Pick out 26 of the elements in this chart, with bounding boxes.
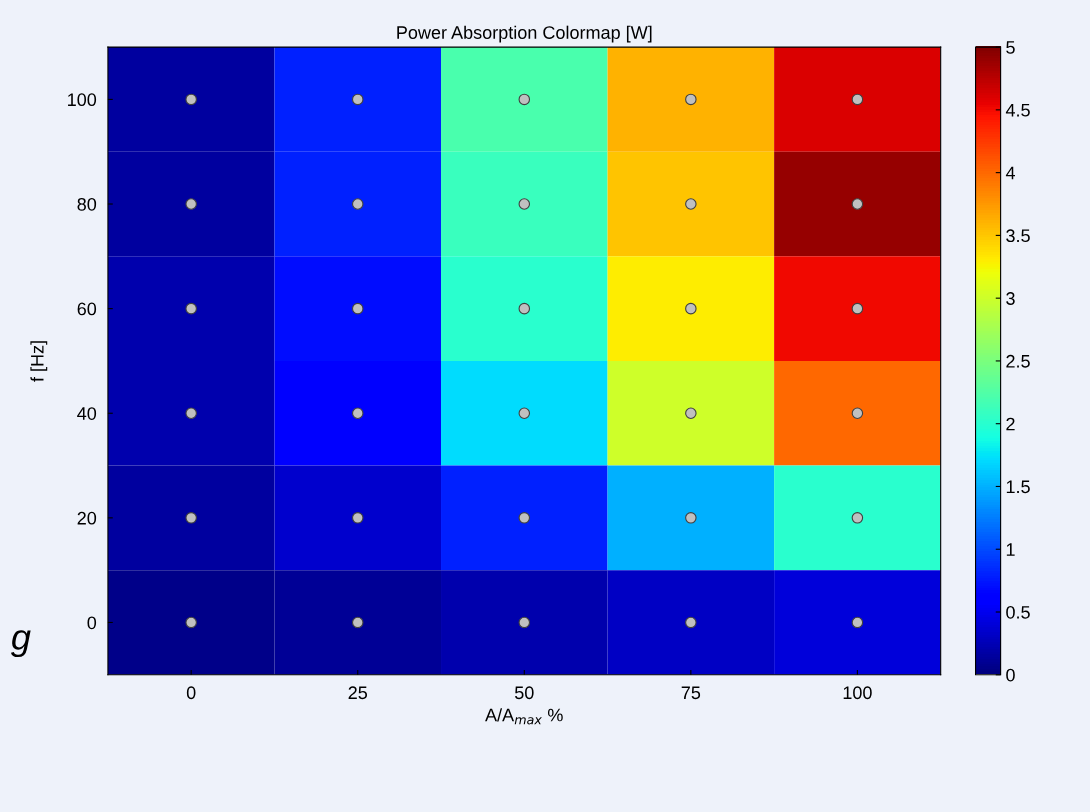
color-bar-label: 3 [1006, 292, 1015, 305]
x-tick-label: 0 [186, 686, 196, 700]
x-tick-label: 75 [681, 686, 701, 700]
y-tick-label: 20 [77, 511, 97, 525]
y-tick-label: 60 [77, 302, 97, 316]
color-bar-label: 4.5 [1005, 103, 1030, 117]
color-bar-label: 1 [1006, 543, 1015, 556]
color-bar-label: 2 [1006, 417, 1015, 431]
y-tick-label: 80 [77, 197, 97, 211]
color-bar-label: 0 [1006, 668, 1015, 682]
y-tick-label: 40 [77, 407, 97, 420]
color-bar-label: 1.5 [1006, 480, 1030, 494]
color-bar-label: 3.5 [1006, 229, 1030, 243]
x-tick-label: 25 [348, 686, 368, 700]
x-tick-label: 50 [514, 686, 534, 700]
x-tick-label: 100 [843, 686, 872, 700]
y-tick-label: 100 [68, 93, 97, 107]
color-bar-label: 4 [1005, 166, 1015, 180]
x-axis-title: A/A$_{max}$ % [485, 708, 563, 725]
color-bar-label: 5 [1006, 41, 1015, 54]
color-bar-label: 0.5 [1006, 605, 1030, 619]
y-axis-title: f [Hz] [30, 341, 48, 382]
y-tick-label: 0 [87, 616, 97, 630]
chart-title: Power Absorption Colormap [W] [397, 25, 652, 43]
text: g [10, 630, 31, 658]
color-bar-label: 2.5 [1006, 354, 1030, 368]
